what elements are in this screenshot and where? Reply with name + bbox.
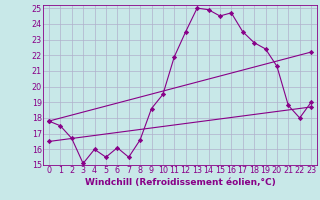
X-axis label: Windchill (Refroidissement éolien,°C): Windchill (Refroidissement éolien,°C) — [84, 178, 276, 187]
